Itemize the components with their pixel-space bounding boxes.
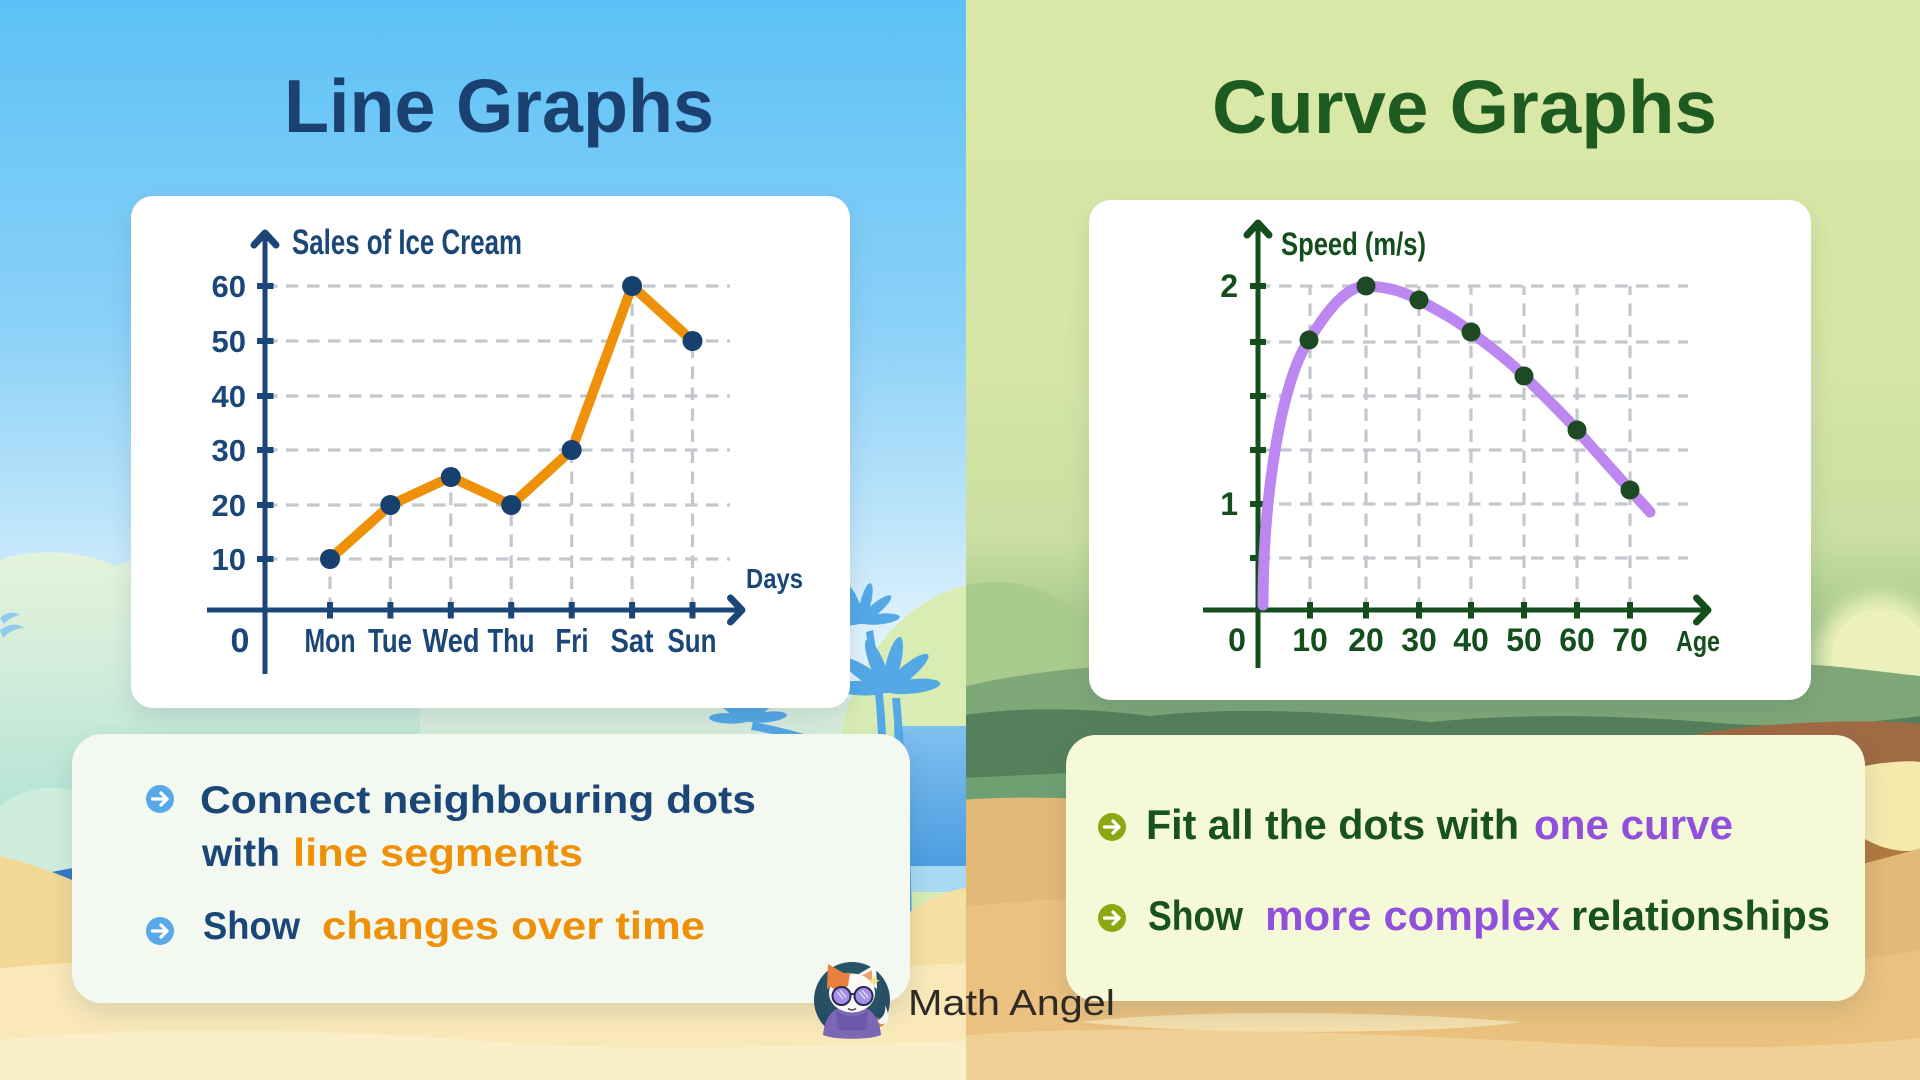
svg-text:10: 10	[1292, 622, 1328, 658]
svg-text:Math Angel: Math Angel	[908, 982, 1115, 1023]
svg-text:Days: Days	[746, 563, 803, 594]
svg-text:Fit all the dots with: Fit all the dots with	[1146, 801, 1519, 848]
svg-text:Wed: Wed	[423, 622, 480, 659]
svg-text:with: with	[201, 832, 280, 875]
svg-text:Sat: Sat	[611, 622, 654, 659]
svg-text:0: 0	[1228, 622, 1246, 658]
svg-text:70: 70	[1612, 622, 1648, 658]
svg-text:more complex: more complex	[1265, 892, 1561, 939]
svg-text:10: 10	[212, 542, 246, 577]
svg-text:Mon: Mon	[305, 622, 356, 659]
svg-text:Line Graphs: Line Graphs	[284, 64, 714, 148]
svg-text:0: 0	[231, 622, 250, 660]
svg-text:one curve: one curve	[1534, 801, 1733, 848]
svg-text:Curve Graphs: Curve Graphs	[1212, 65, 1717, 149]
svg-text:20: 20	[1348, 622, 1384, 658]
svg-text:changes over time: changes over time	[322, 905, 705, 948]
svg-text:Speed (m/s): Speed (m/s)	[1281, 226, 1426, 262]
svg-text:50: 50	[212, 324, 246, 359]
svg-text:60: 60	[212, 269, 246, 304]
svg-text:50: 50	[1506, 622, 1542, 658]
svg-text:Tue: Tue	[368, 622, 412, 659]
svg-text:20: 20	[212, 488, 246, 523]
svg-text:60: 60	[1559, 622, 1595, 658]
svg-text:1: 1	[1220, 486, 1238, 522]
svg-text:line segments: line segments	[293, 832, 583, 875]
svg-text:Show: Show	[1148, 892, 1243, 939]
svg-text:40: 40	[212, 379, 246, 414]
svg-text:relationships: relationships	[1571, 892, 1830, 939]
svg-text:Show: Show	[203, 905, 301, 948]
svg-text:40: 40	[1453, 622, 1489, 658]
svg-text:Age: Age	[1676, 626, 1720, 658]
svg-text:Thu: Thu	[488, 622, 535, 659]
svg-text:30: 30	[212, 433, 246, 468]
svg-text:Connect neighbouring dots: Connect neighbouring dots	[200, 779, 756, 822]
svg-text:30: 30	[1401, 622, 1437, 658]
svg-text:Fri: Fri	[556, 622, 589, 659]
svg-text:Sun: Sun	[668, 622, 717, 659]
svg-text:2: 2	[1220, 268, 1238, 304]
svg-text:Sales of Ice Cream: Sales of Ice Cream	[292, 223, 522, 262]
